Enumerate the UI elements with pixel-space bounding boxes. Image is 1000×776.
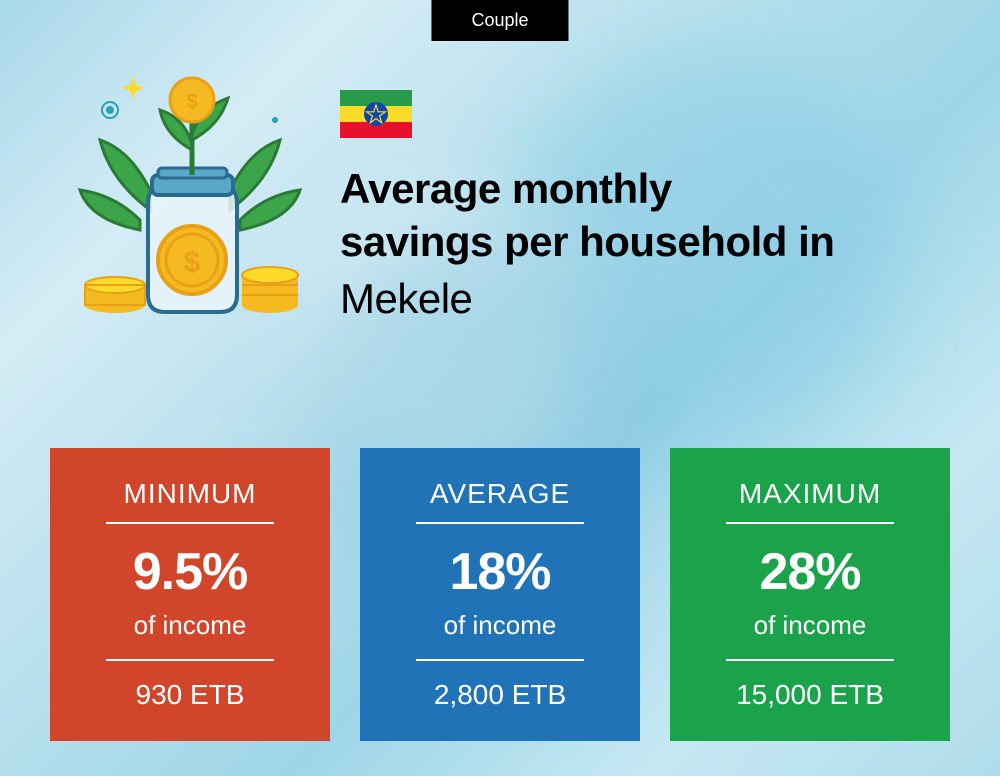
category-tab: Couple (431, 0, 568, 41)
ethiopia-flag-icon (340, 90, 412, 138)
stat-cards-row: MINIMUM 9.5% of income 930 ETB AVERAGE 1… (50, 448, 950, 741)
divider (726, 522, 894, 524)
title-line: Average monthly (340, 165, 672, 212)
stat-card-minimum: MINIMUM 9.5% of income 930 ETB (50, 448, 330, 741)
divider (726, 659, 894, 661)
card-amount: 2,800 ETB (380, 679, 620, 711)
coin-icon: $ (158, 226, 226, 294)
card-amount: 15,000 ETB (690, 679, 930, 711)
savings-jar-illustration: $ $ (70, 60, 310, 320)
coin-stack-icon (242, 267, 298, 313)
card-percent: 28% (690, 542, 930, 602)
page-title: Average monthly savings per household in… (340, 163, 930, 326)
stat-card-maximum: MAXIMUM 28% of income 15,000 ETB (670, 448, 950, 741)
card-label: MINIMUM (70, 478, 310, 510)
stat-card-average: AVERAGE 18% of income 2,800 ETB (360, 448, 640, 741)
card-percent: 18% (380, 542, 620, 602)
card-label: AVERAGE (380, 478, 620, 510)
coin-stack-icon (85, 277, 145, 313)
svg-text:$: $ (184, 246, 201, 279)
card-amount: 930 ETB (70, 679, 310, 711)
title-line: savings per household in (340, 218, 834, 265)
divider (106, 522, 274, 524)
divider (416, 659, 584, 661)
title-block: Average monthly savings per household in… (340, 60, 930, 326)
header: $ $ (70, 60, 930, 326)
divider (416, 522, 584, 524)
svg-text:$: $ (186, 91, 197, 113)
card-label: MAXIMUM (690, 478, 930, 510)
divider (106, 659, 274, 661)
card-sub: of income (690, 610, 930, 641)
card-percent: 9.5% (70, 542, 310, 602)
title-location: Mekele (340, 273, 930, 326)
growing-plant-icon: $ (160, 78, 228, 175)
card-sub: of income (380, 610, 620, 641)
card-sub: of income (70, 610, 310, 641)
